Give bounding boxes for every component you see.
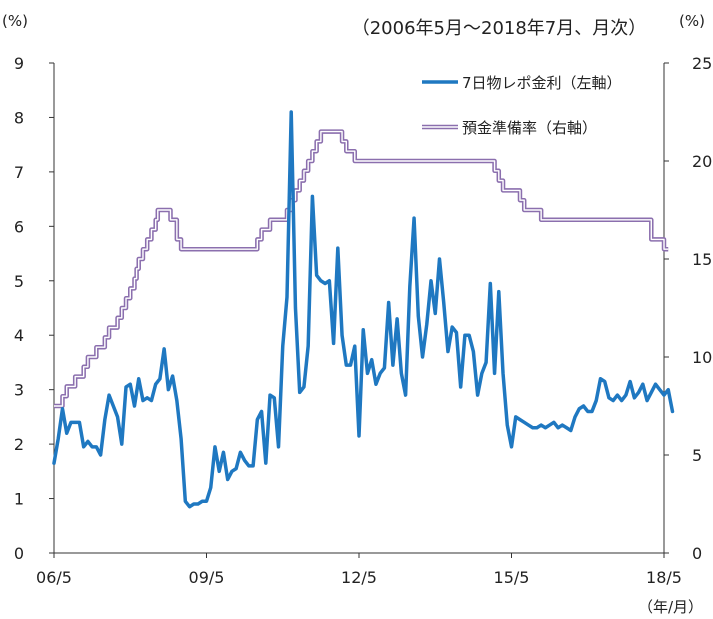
axes: 0 1 2 3 4 5 6 7 8 9 0 5 10 15 20 25 06/5 09/5 12/5 15/5 18/5 bbox=[14, 54, 713, 587]
left-tick-label: 7 bbox=[14, 163, 24, 182]
left-axis-unit: (%) bbox=[2, 12, 28, 30]
left-tick-label: 5 bbox=[14, 272, 24, 291]
x-tick-label: 09/5 bbox=[189, 568, 225, 587]
right-tick-label: 25 bbox=[692, 54, 712, 73]
chart-title: （2006年5月～2018年7月、月次） bbox=[352, 18, 647, 39]
left-tick-label: 4 bbox=[14, 326, 24, 345]
left-tick-label: 6 bbox=[14, 217, 24, 236]
right-tick-label: 10 bbox=[692, 348, 712, 367]
x-tick-label: 06/5 bbox=[36, 568, 72, 587]
left-tick-label: 3 bbox=[14, 381, 24, 400]
x-tick-label: 15/5 bbox=[494, 568, 530, 587]
right-tick-label: 20 bbox=[692, 152, 712, 171]
right-tick-label: 0 bbox=[692, 544, 702, 563]
left-tick-label: 9 bbox=[14, 54, 24, 73]
left-tick-label: 1 bbox=[14, 490, 24, 509]
series-group bbox=[52, 110, 675, 509]
left-tick-label: 0 bbox=[14, 544, 24, 563]
legend: 7日物レポ金利（左軸） 預金準備率（右軸） bbox=[422, 74, 622, 137]
left-tick-label: 2 bbox=[14, 435, 24, 454]
series-line-reserve-ratio-inner bbox=[54, 130, 669, 407]
right-tick-label: 5 bbox=[692, 446, 702, 465]
right-tick-label: 15 bbox=[692, 250, 712, 269]
legend-label-repo: 7日物レポ金利（左軸） bbox=[462, 74, 622, 92]
right-axis-unit: (%) bbox=[679, 12, 705, 30]
legend-label-rrr: 預金準備率（右軸） bbox=[462, 119, 597, 137]
series-line-repo-rate bbox=[52, 110, 675, 509]
x-tick-label: 12/5 bbox=[341, 568, 377, 587]
x-tick-label: 18/5 bbox=[646, 568, 682, 587]
x-axis-unit: （年/月） bbox=[638, 598, 703, 616]
left-tick-label: 8 bbox=[14, 108, 24, 127]
